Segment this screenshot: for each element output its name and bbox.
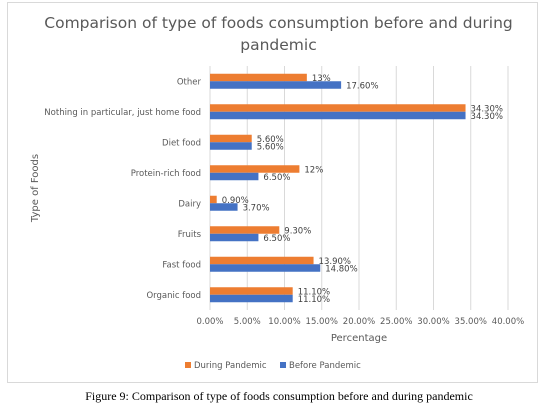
bar-before bbox=[210, 172, 259, 181]
x-tick-label: 5.00% bbox=[234, 317, 261, 327]
category-label: Fast food bbox=[162, 260, 201, 270]
bar-during bbox=[210, 73, 307, 82]
x-tick-label: 30.00% bbox=[417, 317, 449, 327]
category-label: Organic food bbox=[146, 291, 201, 301]
x-tick-label: 10.00% bbox=[268, 317, 300, 327]
x-tick-label: 40.00% bbox=[492, 317, 524, 327]
bar-before bbox=[210, 264, 321, 272]
bar-before bbox=[210, 294, 293, 303]
category-label: Dairy bbox=[178, 199, 201, 209]
bar-during bbox=[210, 256, 314, 265]
data-label: 11.10% bbox=[298, 287, 330, 297]
data-label: 13% bbox=[312, 74, 331, 84]
data-label: 13.90% bbox=[319, 257, 351, 267]
data-label: 34.30% bbox=[471, 112, 503, 122]
category-label: Nothing in particular, just home food bbox=[44, 108, 201, 118]
bar-before bbox=[210, 111, 466, 120]
figure-caption: Figure 9: Comparison of type of foods co… bbox=[85, 389, 473, 403]
category-label: Other bbox=[177, 77, 202, 87]
category-label: Fruits bbox=[178, 230, 202, 240]
bar-before bbox=[210, 142, 252, 150]
x-tick-label: 15.00% bbox=[306, 317, 338, 327]
x-tick-label: 35.00% bbox=[455, 317, 487, 327]
bar-before bbox=[210, 203, 238, 211]
x-tick-label: 20.00% bbox=[343, 317, 375, 327]
data-label: 0.90% bbox=[222, 196, 249, 206]
data-label: 5.60% bbox=[257, 135, 284, 145]
bar-before bbox=[210, 233, 259, 242]
bar-before bbox=[210, 81, 342, 89]
data-label: 3.70% bbox=[243, 203, 270, 213]
category-label: Diet food bbox=[162, 138, 201, 148]
data-label: 12% bbox=[304, 165, 323, 175]
bar-during bbox=[210, 104, 466, 112]
bar-during bbox=[210, 134, 252, 143]
x-axis-title: Percentage bbox=[331, 333, 387, 344]
legend-swatch bbox=[185, 362, 191, 368]
legend-label: During Pandemic bbox=[194, 361, 267, 371]
data-label: 6.50% bbox=[263, 234, 290, 244]
data-label: 5.60% bbox=[257, 142, 284, 152]
chart-title: Comparison of type of foods consumption … bbox=[44, 14, 513, 54]
bar-during bbox=[210, 165, 300, 173]
data-label: 11.10% bbox=[298, 295, 330, 305]
data-label: 34.30% bbox=[471, 104, 503, 114]
data-label: 14.80% bbox=[325, 264, 357, 274]
bar-during bbox=[210, 287, 293, 295]
chart-frame bbox=[7, 2, 538, 383]
data-label: 17.60% bbox=[346, 81, 378, 91]
category-label: Protein-rich food bbox=[131, 169, 201, 179]
legend-swatch bbox=[280, 362, 286, 368]
data-label: 9.30% bbox=[284, 226, 311, 236]
legend-label: Before Pandemic bbox=[289, 361, 361, 371]
y-axis-title: Type of Foods bbox=[30, 154, 41, 223]
data-label: 6.50% bbox=[263, 173, 290, 183]
bar-during bbox=[210, 226, 280, 234]
x-tick-label: 0.00% bbox=[196, 317, 223, 327]
bar-during bbox=[210, 195, 217, 204]
x-tick-label: 25.00% bbox=[380, 317, 412, 327]
